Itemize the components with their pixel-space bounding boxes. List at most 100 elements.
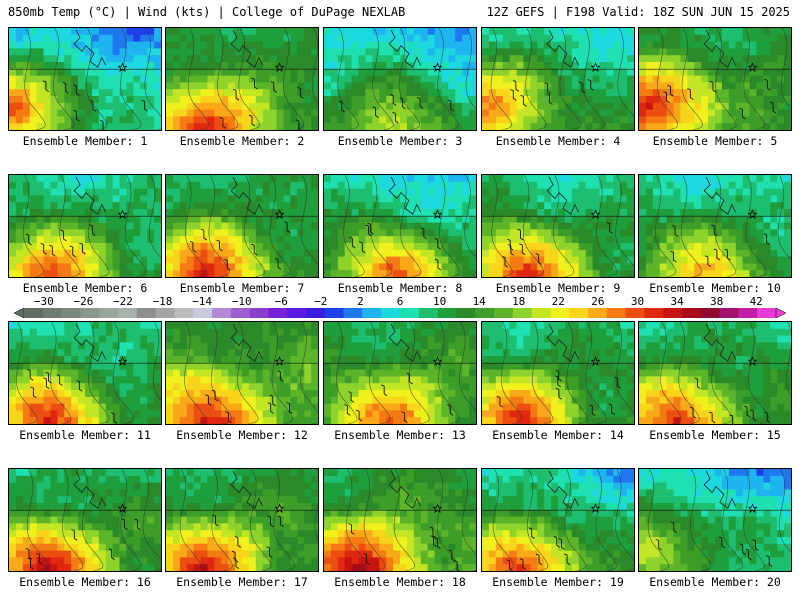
wind-barb [76, 380, 83, 392]
wind-barb [739, 107, 746, 120]
height-contour [559, 28, 581, 130]
wind-barb [286, 402, 293, 414]
height-contour [459, 322, 476, 424]
height-contour [217, 28, 239, 130]
wind-barb [519, 558, 527, 571]
wind-barb [750, 409, 757, 422]
coastline [230, 323, 264, 362]
wind-barb [752, 539, 759, 551]
colorbar-swatch [418, 308, 438, 318]
wind-barb [670, 250, 677, 263]
chart-title: 850mb Temp (°C) | Wind (kts) | College o… [8, 5, 406, 19]
wind-barb [506, 559, 513, 571]
height-contour [269, 175, 291, 277]
height-contour [748, 322, 770, 424]
wind-barb [694, 377, 701, 390]
location-star-icon [432, 209, 443, 219]
coastline [703, 176, 737, 215]
ensemble-member-label: Ensemble Member: 12 [176, 428, 308, 442]
height-contour [345, 469, 368, 571]
ensemble-member-label: Ensemble Member: 14 [492, 428, 624, 442]
colorbar-tick-label: 22 [551, 295, 565, 308]
height-contour [120, 469, 142, 571]
coastline [230, 470, 264, 509]
wind-barb [89, 99, 97, 112]
height-contour [88, 175, 110, 277]
wind-barb [667, 85, 674, 97]
wind-barb [496, 395, 504, 408]
colorbar-swatch [99, 308, 119, 318]
wind-barb [434, 237, 442, 250]
colorbar-tick-label: −14 [192, 295, 213, 308]
colorbar-swatch [268, 308, 288, 318]
height-contour [250, 469, 272, 571]
coastline [388, 323, 422, 362]
wind-barb [266, 546, 273, 558]
wind-barb [73, 84, 80, 96]
wind-barb [589, 404, 596, 417]
height-contour [369, 322, 391, 424]
wind-barb [40, 243, 47, 255]
location-star-icon [117, 62, 128, 72]
location-star-icon [747, 503, 758, 513]
colorbar-swatch [306, 308, 326, 318]
location-star-icon [747, 209, 758, 219]
wind-barb [763, 233, 770, 245]
wind-barb [344, 404, 351, 416]
location-star-icon [432, 62, 443, 72]
wind-barb [141, 99, 148, 112]
wind-barb [216, 239, 223, 252]
colorbar-swatch [757, 308, 777, 318]
ensemble-map-panel [165, 468, 319, 572]
height-contour [283, 28, 305, 130]
location-star-icon [274, 356, 285, 366]
height-contour [125, 175, 147, 277]
height-contour [583, 28, 605, 130]
wind-barb [401, 411, 408, 423]
wind-barb [108, 548, 115, 560]
wind-barb [390, 94, 397, 106]
wind-barb [134, 518, 141, 531]
location-star-icon [590, 356, 601, 366]
colorbar-swatch [212, 308, 232, 318]
height-contour [553, 175, 575, 277]
ensemble-member-label: Ensemble Member: 20 [649, 575, 781, 589]
location-star-icon [590, 209, 601, 219]
height-contour [243, 175, 265, 277]
wind-barb [766, 555, 773, 567]
wind-barb [406, 372, 413, 385]
coastline [73, 470, 107, 509]
colorbar-swatch [400, 308, 420, 318]
height-contour [120, 28, 142, 130]
coastline [388, 176, 422, 215]
wind-barb [430, 535, 437, 547]
wind-barb [27, 369, 34, 381]
wind-barb [713, 248, 721, 261]
coastline [230, 29, 264, 68]
wind-barb [663, 91, 670, 103]
ensemble-map-panel [323, 174, 477, 278]
height-contour [678, 322, 700, 424]
height-contour [777, 175, 791, 277]
wind-barb [587, 79, 594, 91]
height-contour [82, 469, 104, 571]
height-contour [50, 322, 72, 424]
location-star-icon [274, 62, 285, 72]
colorbar-tick-label: 2 [357, 295, 364, 308]
wind-barb [274, 258, 282, 270]
ensemble-member-label: Ensemble Member: 13 [334, 428, 466, 442]
height-contour [343, 175, 365, 277]
colorbar-swatch [381, 308, 401, 318]
height-contour [566, 322, 588, 424]
height-contour [532, 322, 554, 424]
wind-barb [60, 229, 67, 242]
height-contour [681, 28, 703, 130]
height-contour [88, 322, 110, 424]
location-star-icon [590, 62, 601, 72]
colorbar-swatch [324, 308, 344, 318]
height-contour [144, 28, 161, 130]
height-contour [208, 175, 230, 277]
wind-barb [232, 557, 240, 570]
height-contour [408, 322, 430, 424]
height-contour [743, 28, 765, 130]
